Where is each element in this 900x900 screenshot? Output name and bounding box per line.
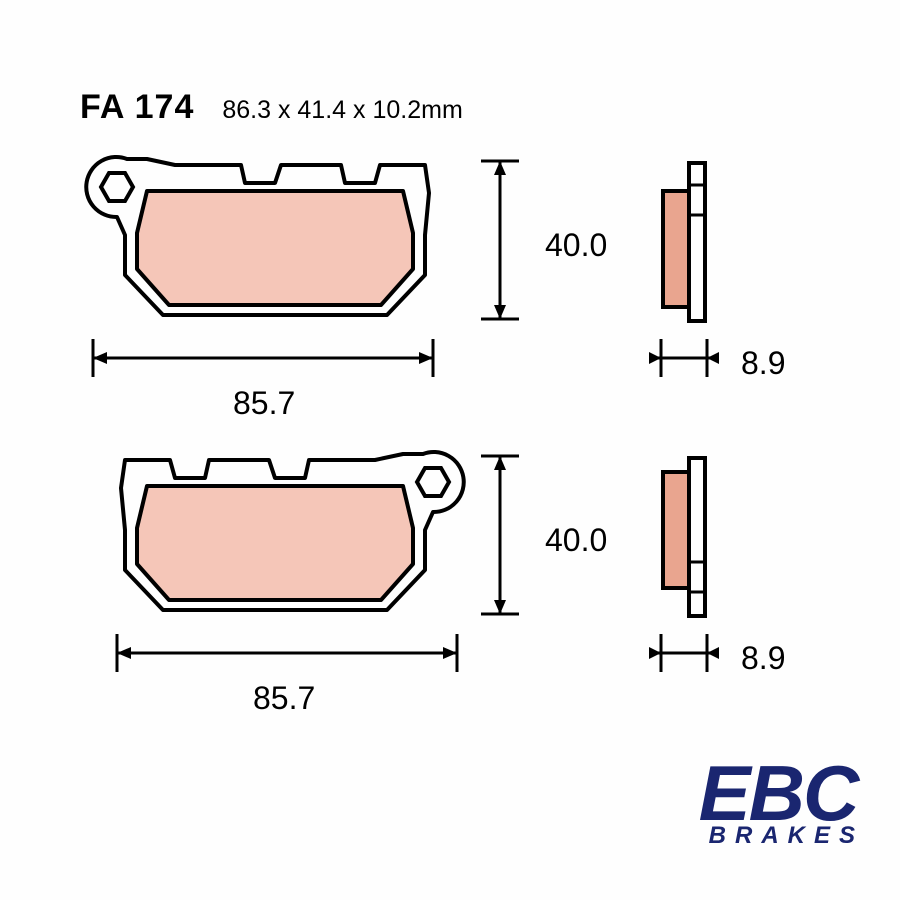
dim-height-top-label: 40.0 bbox=[545, 227, 607, 264]
pad-bottom-face bbox=[75, 450, 475, 625]
logo-sub: BRAKES bbox=[709, 822, 864, 850]
dim-side-top-label: 8.9 bbox=[741, 345, 785, 382]
brand-logo: EBC BRAKES bbox=[699, 760, 864, 850]
dim-width-top bbox=[75, 333, 475, 383]
product-code: FA 174 bbox=[80, 88, 194, 127]
pad-bottom-side bbox=[655, 450, 713, 625]
pad-top-side bbox=[655, 155, 713, 330]
dim-width-bottom-label: 85.7 bbox=[253, 680, 315, 717]
dim-side-top bbox=[649, 333, 729, 383]
product-dimensions: 86.3 x 41.4 x 10.2mm bbox=[222, 96, 462, 125]
dim-width-top-label: 85.7 bbox=[233, 385, 295, 422]
dim-height-bottom bbox=[475, 446, 525, 626]
pad-top-face bbox=[75, 155, 475, 330]
dim-side-bottom bbox=[649, 628, 729, 678]
dim-height-top bbox=[475, 151, 525, 331]
dim-side-bottom-label: 8.9 bbox=[741, 640, 785, 677]
title-row: FA 174 86.3 x 41.4 x 10.2mm bbox=[80, 88, 463, 127]
dim-width-bottom bbox=[75, 628, 475, 678]
dim-height-bottom-label: 40.0 bbox=[545, 522, 607, 559]
logo-main: EBC bbox=[699, 760, 864, 826]
